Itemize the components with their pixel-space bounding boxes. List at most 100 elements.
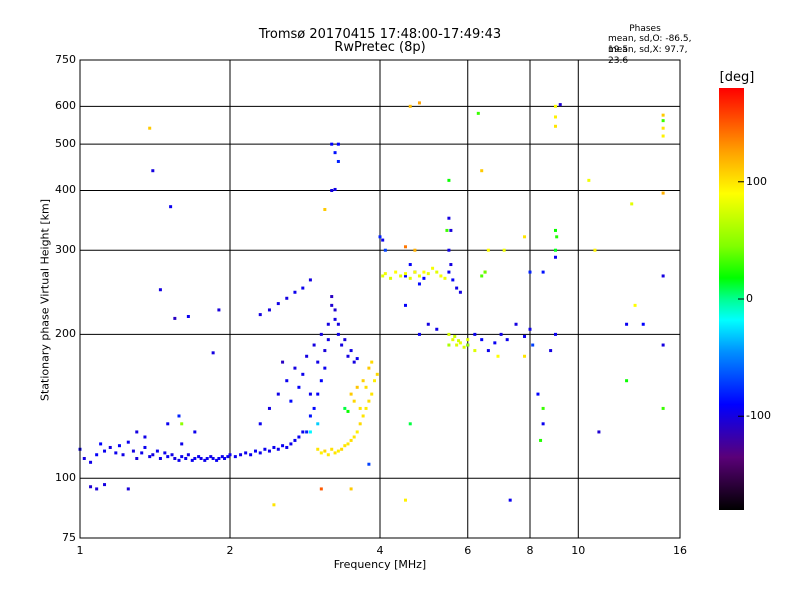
data-point-o	[258, 313, 262, 317]
data-point-o	[220, 455, 224, 459]
data-point-other	[445, 228, 449, 232]
data-point-o	[233, 455, 237, 459]
data-point-o	[480, 338, 484, 342]
data-point-x	[323, 449, 327, 453]
data-point-o	[449, 228, 453, 232]
data-point-x	[403, 498, 407, 502]
data-point-o	[447, 248, 451, 252]
data-point-o	[403, 274, 407, 278]
data-point-o	[319, 379, 323, 383]
data-point-o	[336, 159, 340, 163]
data-point-x	[389, 276, 393, 280]
data-point-o	[285, 379, 289, 383]
data-point-x	[553, 124, 557, 128]
data-point-o	[155, 449, 159, 453]
data-point-x	[633, 303, 637, 307]
data-point-other	[480, 274, 484, 278]
data-point-x	[343, 444, 347, 448]
data-point-o	[316, 392, 320, 396]
data-point-o	[541, 422, 545, 426]
data-point-x	[349, 392, 353, 396]
data-point-other	[541, 406, 545, 410]
data-point-x	[399, 274, 403, 278]
chart-subtitle: RwPretec (8p)	[334, 40, 426, 55]
data-point-o	[330, 142, 334, 146]
data-point-x	[431, 266, 435, 270]
data-point-o	[95, 487, 99, 491]
data-point-x	[486, 248, 490, 252]
data-point-o	[435, 327, 439, 331]
data-point-o	[383, 248, 387, 252]
data-point-x	[496, 354, 500, 358]
data-point-o	[531, 343, 535, 347]
data-point-x	[413, 270, 417, 274]
data-point-o	[297, 385, 301, 389]
data-point-x	[364, 406, 368, 410]
data-point-o	[305, 354, 309, 358]
data-point-x	[352, 435, 356, 439]
data-point-o	[293, 438, 297, 442]
y-tick-label: 750	[55, 53, 76, 66]
data-point-o	[151, 169, 155, 173]
data-point-x	[358, 422, 362, 426]
data-point-o	[267, 406, 271, 410]
data-point-x	[333, 451, 337, 455]
data-point-o	[336, 322, 340, 326]
data-point-x	[417, 101, 421, 105]
data-point-x	[661, 134, 665, 138]
data-point-o	[458, 290, 462, 294]
data-point-x	[523, 235, 527, 239]
data-point-x	[375, 372, 379, 376]
x-axis-label: Frequency [MHz]	[333, 558, 427, 571]
data-point-o	[143, 435, 147, 439]
data-point-o	[103, 449, 107, 453]
phases-heading: Phases	[629, 24, 661, 34]
data-point-o	[163, 451, 167, 455]
data-point-x	[447, 332, 451, 336]
data-point-o	[422, 276, 426, 280]
data-point-other	[553, 228, 557, 232]
data-point-o	[447, 216, 451, 220]
data-point-x	[457, 339, 461, 343]
y-tick-label: 200	[55, 327, 76, 341]
data-point-other	[447, 343, 451, 347]
data-point-o	[108, 445, 112, 449]
data-point-other	[316, 422, 320, 426]
data-point-o	[346, 354, 350, 358]
data-point-o	[323, 349, 327, 353]
data-point-x	[502, 248, 506, 252]
colorbar-tick-label: -100	[746, 409, 771, 423]
data-point-o	[211, 456, 215, 460]
data-point-other	[343, 406, 347, 410]
data-point-x	[319, 487, 323, 491]
data-point-o	[199, 456, 203, 460]
data-point-o	[173, 456, 177, 460]
data-point-x	[370, 360, 374, 364]
data-point-o	[301, 286, 305, 290]
data-point-o	[151, 453, 155, 457]
data-point-o	[536, 392, 540, 396]
data-point-o	[89, 460, 93, 464]
data-point-x	[330, 447, 334, 451]
data-point-o	[523, 334, 527, 338]
data-point-x	[326, 453, 330, 457]
data-point-o	[293, 290, 297, 294]
data-point-x	[417, 274, 421, 278]
data-point-other	[625, 379, 629, 383]
data-point-o	[103, 483, 107, 487]
data-point-o	[330, 188, 334, 192]
data-point-x	[435, 270, 439, 274]
data-point-o	[177, 458, 181, 462]
data-point-o	[205, 456, 209, 460]
data-point-other	[447, 178, 451, 182]
data-point-other	[180, 422, 184, 426]
data-point-x	[661, 113, 665, 117]
data-point-x	[364, 385, 368, 389]
data-point-o	[528, 270, 532, 274]
data-point-o	[285, 296, 289, 300]
data-point-x	[426, 272, 430, 276]
data-point-other	[408, 422, 412, 426]
data-point-o	[193, 456, 197, 460]
data-point-x	[466, 338, 470, 342]
